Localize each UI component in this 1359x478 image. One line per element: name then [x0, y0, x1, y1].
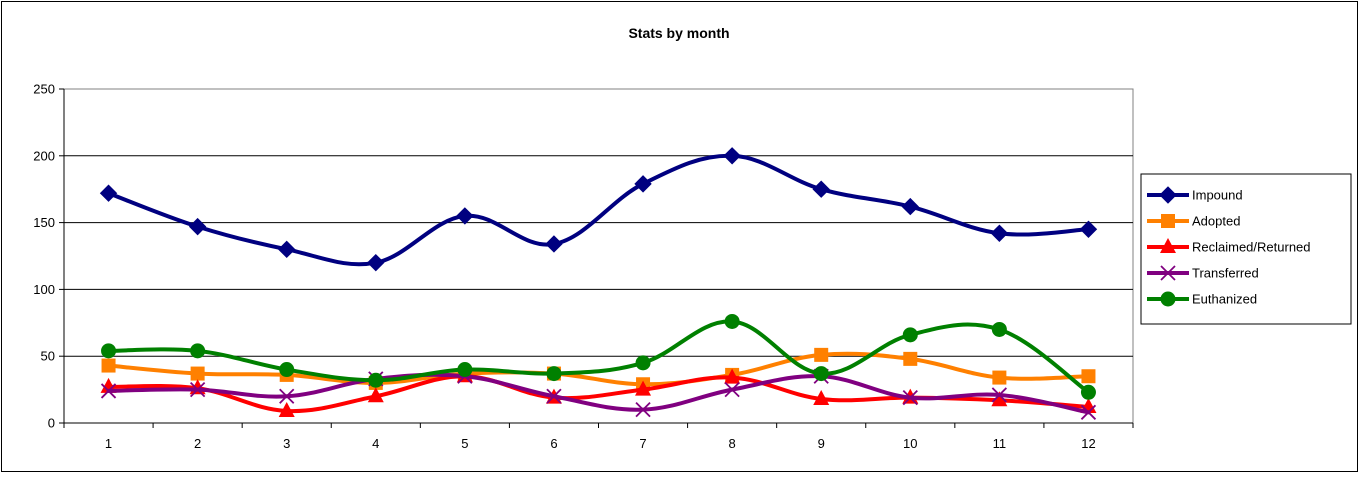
x-tick-label: 5 — [461, 436, 468, 451]
data-point-impound — [545, 235, 563, 253]
data-point-transferred — [1080, 404, 1097, 420]
x-tick-label: 3 — [283, 436, 290, 451]
series-transferred — [100, 368, 1097, 420]
y-tick-label: 200 — [33, 148, 55, 163]
legend-item-adopted: Adopted — [1147, 214, 1240, 229]
data-point-impound — [1079, 220, 1098, 238]
x-marker-stroke — [635, 402, 651, 418]
x-marker-stroke — [902, 389, 918, 406]
data-point-impound — [456, 207, 474, 225]
data-point-adopted — [1081, 369, 1096, 384]
data-point-reclaimed-returned — [724, 368, 741, 384]
series-euthanized — [101, 313, 1096, 400]
data-point-transferred — [902, 389, 918, 406]
data-point-euthanized — [368, 372, 384, 388]
data-point-impound — [99, 184, 118, 202]
series-line-transferred — [106, 372, 1091, 415]
data-point-reclaimed-returned — [367, 387, 384, 403]
data-point-euthanized — [635, 355, 651, 371]
data-point-reclaimed-returned — [278, 401, 295, 417]
legend-label: Adopted — [1192, 214, 1240, 229]
data-point-euthanized — [991, 321, 1007, 337]
legend-swatch-marker — [1160, 265, 1176, 281]
x-tick-label: 12 — [1081, 436, 1095, 451]
chart-title: Stats by month — [628, 25, 729, 41]
legend-item-transferred: Transferred — [1147, 265, 1259, 281]
series-line-adopted — [106, 351, 1091, 387]
data-point-euthanized — [902, 327, 918, 343]
x-marker-stroke — [279, 388, 295, 404]
x-tick-label: 6 — [550, 436, 557, 451]
x-tick-label: 10 — [903, 436, 917, 451]
data-point-transferred — [991, 387, 1008, 403]
legend-item-euthanized: Euthanized — [1147, 291, 1257, 307]
legend-swatch-marker — [1161, 214, 1175, 228]
data-point-euthanized — [101, 343, 117, 359]
data-point-euthanized — [457, 362, 473, 378]
legend-swatch-marker — [1160, 238, 1176, 253]
data-point-transferred — [724, 381, 740, 398]
x-tick-label: 2 — [194, 436, 201, 451]
data-point-adopted — [903, 351, 918, 366]
x-marker-stroke — [724, 381, 740, 398]
legend-swatch-marker — [1159, 186, 1177, 204]
data-point-reclaimed-returned — [991, 391, 1008, 407]
data-point-adopted — [190, 366, 205, 381]
data-point-impound — [278, 240, 296, 259]
data-point-transferred — [635, 402, 651, 418]
x-tick-label: 9 — [818, 436, 825, 451]
y-tick-label: 0 — [48, 416, 55, 431]
data-point-euthanized — [546, 366, 562, 382]
data-point-adopted — [101, 358, 116, 373]
x-marker-stroke — [991, 387, 1008, 403]
data-point-euthanized — [190, 343, 206, 359]
x-marker-stroke — [100, 383, 117, 399]
x-marker-stroke — [1080, 404, 1097, 420]
x-marker-stroke — [189, 381, 206, 398]
data-point-reclaimed-returned — [635, 380, 652, 396]
legend-label: Transferred — [1192, 266, 1259, 281]
data-point-adopted — [814, 347, 829, 362]
legend: Impound Adopted Reclaimed/Returned Transfer… — [1140, 173, 1352, 325]
data-point-impound — [812, 180, 830, 198]
data-point-transferred — [100, 383, 117, 399]
y-tick-label: 250 — [33, 82, 55, 97]
data-point-reclaimed-returned — [813, 389, 830, 405]
data-point-impound — [188, 217, 207, 236]
legend-label: Euthanized — [1192, 292, 1257, 307]
legend-label: Reclaimed/Returned — [1192, 240, 1311, 255]
x-marker-stroke — [1160, 265, 1176, 281]
data-point-transferred — [546, 388, 562, 404]
x-tick-label: 7 — [639, 436, 646, 451]
data-point-transferred — [189, 381, 206, 398]
x-tick-label: 8 — [729, 436, 736, 451]
legend-swatch-marker — [1160, 291, 1176, 307]
legend-label: Impound — [1192, 188, 1243, 203]
data-point-adopted — [992, 370, 1007, 385]
y-tick-label: 100 — [33, 282, 55, 297]
data-point-impound — [367, 253, 385, 272]
data-point-impound — [723, 147, 741, 165]
data-point-transferred — [279, 388, 295, 404]
legend-item-impound: Impound — [1147, 186, 1243, 204]
y-tick-label: 50 — [41, 349, 55, 364]
data-point-euthanized — [279, 362, 295, 378]
x-marker-stroke — [546, 388, 562, 404]
data-point-euthanized — [724, 313, 740, 329]
x-tick-label: 4 — [372, 436, 379, 451]
x-tick-label: 11 — [993, 436, 1007, 451]
data-point-euthanized — [1080, 384, 1096, 400]
data-point-impound — [634, 175, 652, 193]
x-tick-label: 1 — [105, 436, 112, 451]
series-impound — [99, 147, 1098, 272]
y-tick-label: 150 — [33, 215, 55, 230]
data-point-impound — [901, 197, 919, 216]
data-point-impound — [990, 224, 1009, 242]
series-group — [99, 147, 1098, 420]
legend-item-reclaimed-returned: Reclaimed/Returned — [1147, 238, 1311, 255]
data-point-euthanized — [813, 366, 829, 382]
